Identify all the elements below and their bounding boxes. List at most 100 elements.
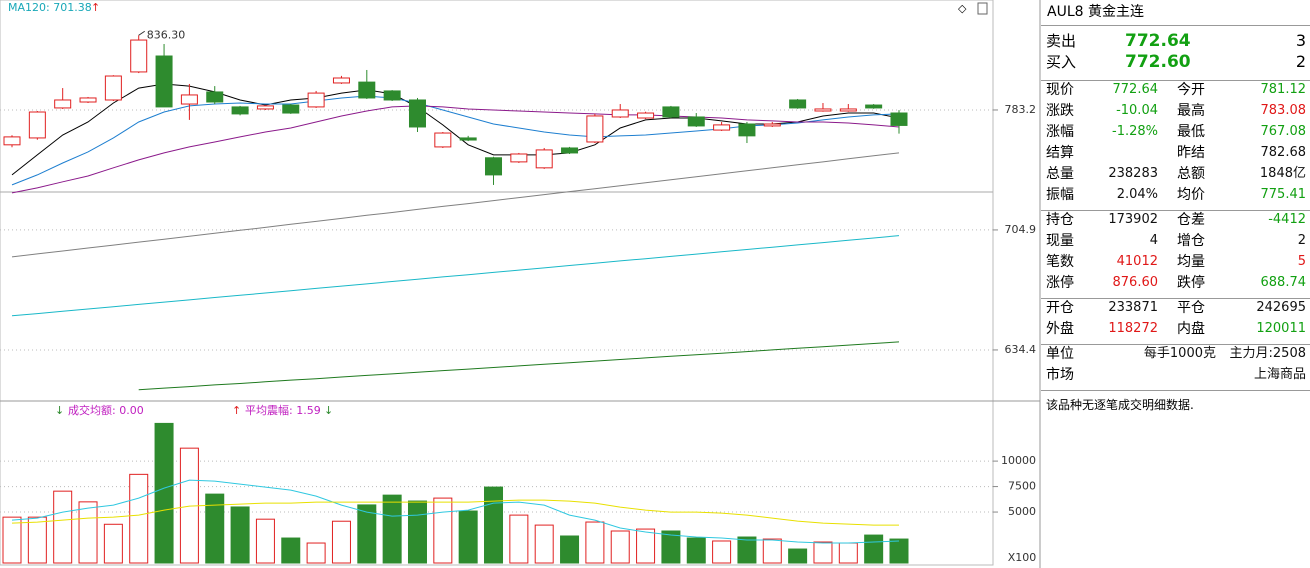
candle-body bbox=[738, 123, 756, 137]
field-label: 今开 bbox=[1177, 82, 1205, 98]
field-value: 688.74 bbox=[1260, 275, 1307, 290]
candle-body bbox=[130, 39, 148, 73]
field-label: 增仓 bbox=[1177, 233, 1205, 249]
volume-bar bbox=[636, 528, 656, 564]
field-label: 振幅 bbox=[1046, 187, 1074, 203]
candle-body bbox=[79, 97, 97, 103]
field-label: 开仓 bbox=[1046, 300, 1074, 316]
field-label: 均量 bbox=[1177, 254, 1205, 270]
annotation-marker bbox=[138, 30, 145, 36]
candle-body bbox=[54, 99, 72, 109]
volume-bar bbox=[737, 536, 757, 564]
candle-body bbox=[637, 112, 655, 119]
volume-bar bbox=[534, 524, 554, 564]
field-label: 最高 bbox=[1177, 103, 1205, 119]
field-label: 持仓 bbox=[1046, 212, 1074, 228]
candle-body bbox=[383, 90, 401, 101]
volume-bar bbox=[382, 494, 402, 564]
volume-bar bbox=[458, 510, 478, 564]
field-value: 782.68 bbox=[1260, 145, 1307, 160]
candle-body bbox=[358, 81, 376, 99]
field-value: 783.08 bbox=[1260, 103, 1307, 118]
candle-body bbox=[3, 136, 21, 146]
field-value: 2.04% bbox=[1116, 187, 1158, 202]
volume-legend: 成交均额: 0.00 bbox=[68, 403, 144, 417]
order-qty: 2 bbox=[1295, 52, 1306, 71]
candle-body bbox=[180, 94, 198, 105]
candle-body bbox=[611, 109, 629, 118]
volume-bar bbox=[53, 490, 73, 564]
volume-bar bbox=[230, 506, 250, 564]
candle-body bbox=[155, 55, 173, 108]
field-value: 775.41 bbox=[1260, 187, 1307, 202]
field-label: 笔数 bbox=[1046, 254, 1074, 270]
candle-body bbox=[789, 99, 807, 109]
field-label: 总量 bbox=[1046, 166, 1074, 182]
order-qty: 3 bbox=[1295, 31, 1306, 50]
arrow-down: ↓ bbox=[324, 404, 333, 417]
ma-line bbox=[11, 235, 900, 317]
order-price: 772.60 bbox=[1125, 52, 1191, 72]
separator bbox=[1041, 25, 1310, 26]
field-value: 781.12 bbox=[1260, 82, 1307, 97]
unit-label: X100 bbox=[1008, 551, 1037, 564]
field-label: 涨停 bbox=[1046, 275, 1074, 291]
volume-bar bbox=[2, 516, 22, 564]
volume-bar bbox=[661, 530, 681, 564]
field-value: 4 bbox=[1149, 233, 1158, 248]
candle-body bbox=[890, 112, 908, 126]
ma-line bbox=[11, 499, 899, 526]
candle-body bbox=[814, 108, 832, 112]
field-value: 118272 bbox=[1108, 321, 1158, 336]
y-tick-label: 5000 bbox=[1008, 505, 1036, 518]
volume-bar bbox=[78, 501, 98, 564]
field-label: 最低 bbox=[1177, 124, 1205, 140]
field-label: 涨幅 bbox=[1046, 124, 1074, 140]
volume-bar bbox=[813, 541, 833, 564]
candle-body bbox=[485, 157, 503, 176]
order-label: 卖出 bbox=[1046, 32, 1077, 50]
volume-bar bbox=[129, 473, 149, 564]
field-value: -1.28% bbox=[1112, 124, 1158, 139]
separator bbox=[1041, 298, 1310, 299]
candle-body bbox=[535, 149, 553, 169]
ma-line bbox=[11, 95, 900, 186]
field-value: 242695 bbox=[1256, 300, 1306, 315]
field-label: 平仓 bbox=[1177, 300, 1205, 316]
ma-line bbox=[138, 341, 900, 391]
field-label: 外盘 bbox=[1046, 321, 1074, 337]
field-value: 876.60 bbox=[1112, 275, 1159, 290]
candle-body bbox=[713, 124, 731, 131]
candle-body bbox=[687, 116, 705, 127]
volume-bar bbox=[103, 523, 123, 564]
arrow-up: ↑ bbox=[232, 404, 241, 417]
volume-bar bbox=[585, 521, 605, 564]
volume-bar bbox=[889, 538, 909, 564]
ma-line bbox=[11, 83, 900, 176]
ma-label: MA120: 701.38 bbox=[8, 1, 92, 14]
volume-bar bbox=[509, 514, 529, 564]
candle-body bbox=[459, 137, 477, 141]
volume-bar bbox=[407, 500, 427, 564]
icon-window[interactable] bbox=[977, 2, 988, 15]
candle-body bbox=[408, 99, 426, 128]
field-label: 跌停 bbox=[1177, 275, 1205, 291]
volume-bar bbox=[154, 422, 174, 564]
field-value: 主力月:2508 bbox=[1229, 346, 1306, 361]
volume-bar bbox=[306, 542, 326, 564]
field-value: 2 bbox=[1297, 233, 1306, 248]
separator bbox=[1041, 210, 1310, 211]
field-value: 767.08 bbox=[1260, 124, 1307, 139]
field-value: 5 bbox=[1297, 254, 1306, 269]
icon-diamond[interactable]: ◇ bbox=[958, 2, 967, 15]
candle-body bbox=[839, 108, 857, 112]
field-label: 结算 bbox=[1046, 145, 1074, 161]
field-value: 233871 bbox=[1108, 300, 1158, 315]
volume-bar bbox=[788, 548, 808, 564]
volume-legend: 平均震幅: 1.59 bbox=[245, 404, 321, 417]
field-label: 市场 bbox=[1046, 367, 1074, 383]
field-label: 总额 bbox=[1177, 166, 1205, 182]
candle-body bbox=[865, 104, 883, 109]
candle-body bbox=[332, 77, 350, 84]
